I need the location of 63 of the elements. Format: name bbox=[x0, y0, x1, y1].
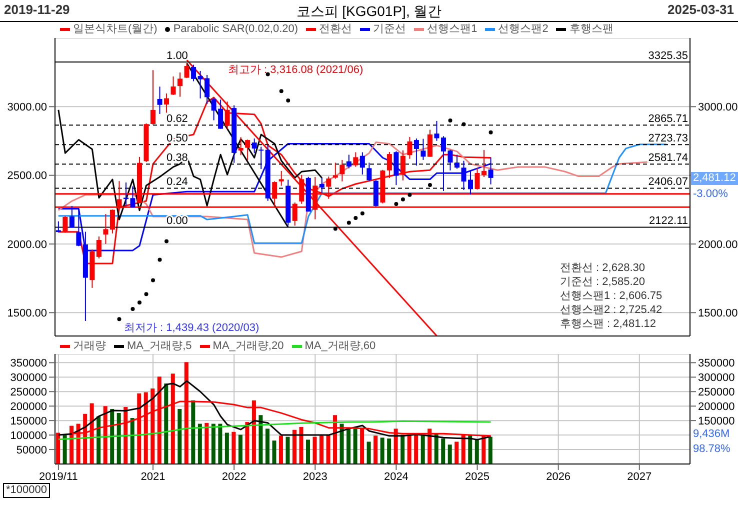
annotation: 1.00 bbox=[166, 50, 188, 62]
text: 98.78% bbox=[693, 443, 730, 456]
ref-line-label: 2406.07 bbox=[648, 176, 688, 188]
y-tick-label: 50000 bbox=[16, 444, 47, 456]
x-tick-label: 2021 bbox=[140, 470, 166, 483]
annotation: 최저가 : 1,439.43 (2020/03) bbox=[124, 322, 260, 335]
y2-tick-label: 3000.00 bbox=[698, 102, 738, 114]
annotation: 선행스팬2 : 2,725.42 bbox=[560, 304, 662, 317]
text: 9,436M bbox=[693, 428, 730, 441]
legend-label: 전환선 bbox=[318, 23, 352, 36]
ref-line-label: 3325.35 bbox=[648, 50, 688, 62]
ref-line-label: 2865.71 bbox=[648, 113, 688, 126]
text: 2025-03-31 bbox=[668, 2, 734, 17]
y2-tick-label: 300000 bbox=[698, 372, 735, 384]
legend-label: 선행스팬1 bbox=[426, 23, 478, 36]
y-tick-label: 2000.00 bbox=[7, 238, 47, 251]
legend-label: 일본식차트(월간) bbox=[72, 23, 158, 36]
text: 2,481.12 bbox=[691, 172, 738, 185]
legend-label: MA_거래량,20 bbox=[212, 340, 284, 353]
x-tick-label: 2025 bbox=[465, 470, 490, 483]
annotation: 후행스팬 : 2,481.12 bbox=[560, 318, 656, 331]
legend-label: 거래량 bbox=[72, 340, 106, 353]
y-tick-label: 200000 bbox=[10, 401, 47, 414]
legend-label: 선행스팬2 bbox=[497, 23, 548, 36]
legend-label: MA_거래량,60 bbox=[304, 340, 376, 353]
x-tick-label: 2023 bbox=[302, 470, 328, 483]
x-tick-label: 2027 bbox=[627, 470, 652, 483]
y-tick-label: 2500.00 bbox=[7, 170, 47, 182]
y2-tick-label: 350000 bbox=[698, 358, 735, 370]
ref-line-label: 2723.73 bbox=[648, 132, 688, 145]
annotation: 선행스팬1 : 2,606.75 bbox=[560, 290, 662, 303]
y2-tick-label: 250000 bbox=[698, 386, 735, 399]
x-tick-label: 2022 bbox=[222, 470, 246, 483]
annotation: 0.62 bbox=[166, 113, 188, 126]
legend-label: 후행스팬 bbox=[568, 23, 614, 36]
y2-tick-label: 150000 bbox=[698, 415, 735, 428]
y-tick-label: 100000 bbox=[10, 430, 47, 442]
annotation: 최고가 : 3,316.08 (2021/06) bbox=[228, 64, 364, 77]
legend-label: 기준선 bbox=[372, 23, 406, 36]
y-tick-label: 250000 bbox=[10, 386, 47, 399]
x-tick-label: 2026 bbox=[546, 470, 571, 483]
legend-label: MA_거래량,5 bbox=[126, 340, 192, 353]
text: *100000 bbox=[3, 483, 50, 498]
annotation: 기준선 : 2,585.20 bbox=[560, 276, 645, 289]
text: 2019-11-29 bbox=[4, 2, 70, 17]
legend-label: Parabolic SAR(0.02,0.20) bbox=[172, 23, 298, 36]
annotation: 전환선 : 2,628.30 bbox=[560, 262, 645, 275]
y-tick-label: 150000 bbox=[10, 415, 47, 428]
y2-tick-label: 2000.00 bbox=[698, 238, 738, 251]
y-tick-label: 3000.00 bbox=[7, 102, 47, 114]
ref-line-label: 2122.11 bbox=[649, 215, 688, 228]
x-tick-label: 2024 bbox=[384, 470, 408, 483]
x-tick-label: 2019/11 bbox=[38, 470, 78, 483]
ref-line-label: 2581.74 bbox=[648, 152, 688, 164]
y2-tick-label: 1500.00 bbox=[698, 308, 738, 320]
chart-title: 코스피 [KGG01P], 월간 bbox=[296, 3, 442, 19]
y-tick-label: 1500.00 bbox=[7, 308, 47, 320]
y-tick-label: 300000 bbox=[10, 372, 47, 384]
annotation: 0.24 bbox=[166, 176, 188, 188]
y-tick-label: 350000 bbox=[10, 358, 47, 370]
y2-tick-label: 200000 bbox=[698, 401, 735, 414]
annotation: 0.00 bbox=[166, 215, 188, 228]
text: -3.00% bbox=[693, 188, 728, 201]
